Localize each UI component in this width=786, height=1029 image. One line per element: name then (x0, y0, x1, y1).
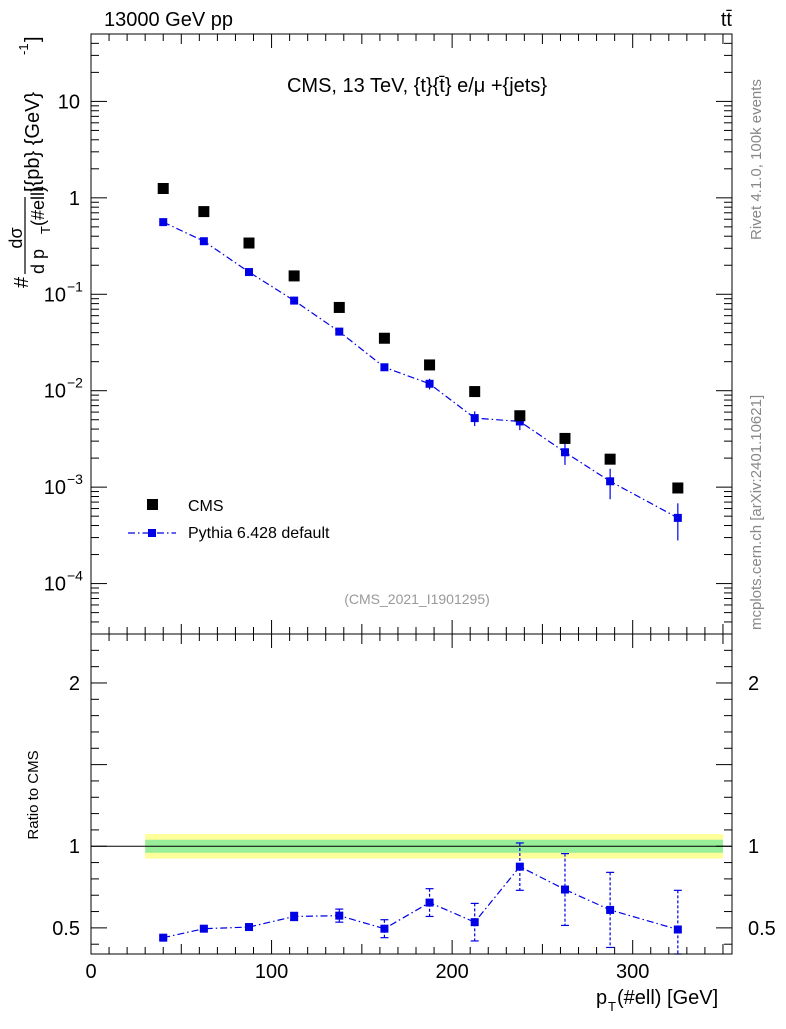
ylabel-den-tail: (#ell) (28, 186, 48, 226)
xlabel-tail: (#ell) [GeV] (617, 987, 718, 1009)
ratio-axis-ticks (90, 634, 732, 954)
x-tick-labels: 0 100 200 300 (85, 961, 649, 983)
legend-pythia-marker (148, 529, 156, 537)
rivet-label: Rivet 4.1.0, 100k events (748, 79, 765, 240)
cms-point (378, 332, 390, 344)
analysis-id: (CMS_2021_I1901295) (344, 591, 490, 607)
pythia-point (380, 363, 389, 372)
ratio-point (159, 933, 168, 942)
main-y-tick-label: 10 (44, 574, 66, 596)
legend-cms-label: CMS (188, 498, 224, 515)
header-right: tt̄ (721, 9, 733, 31)
ratio-point (470, 918, 479, 927)
pythia-point (606, 477, 615, 486)
cms-point (288, 270, 300, 282)
legend-pythia-label: Pythia 6.428 default (188, 525, 330, 542)
ratio-y-tick-label: 0.5 (52, 918, 80, 940)
pythia-point (159, 218, 168, 227)
legend: CMS Pythia 6.428 default (128, 498, 330, 542)
ylabel-den: d p (28, 249, 48, 274)
header-left: 13000 GeV pp (104, 9, 233, 31)
ratio-point (199, 924, 208, 933)
ratio-point (425, 898, 434, 907)
ratio-y-tick-labels: 0.5 0.5 1 1 2 2 (52, 673, 776, 940)
ratio-y-tick-label-right: 1 (748, 836, 759, 858)
cms-point (469, 386, 481, 398)
pythia-point (673, 513, 682, 522)
ratio-point (335, 911, 344, 920)
main-y-tick-exponent: −4 (67, 568, 83, 584)
main-y-axis-label: # dσ d p T (#ell) [{pb} {GeV} -1 ] (6, 36, 53, 288)
x-axis-label: p T (#ell) [GeV] (596, 987, 718, 1014)
main-y-tick-exponent: −3 (67, 471, 83, 487)
xlabel-sub: T (608, 999, 616, 1014)
ratio-line (163, 865, 678, 939)
x-tick-label: 0 (85, 961, 96, 983)
ylabel-unit-sup: -1 (16, 43, 31, 55)
x-tick-label: 200 (435, 961, 468, 983)
main-y-tick-label: 1 (69, 188, 80, 210)
pythia-point (244, 268, 253, 277)
ratio-y-tick-label-right: 2 (748, 673, 759, 695)
ratio-y-tick-label-right: 0.5 (748, 918, 776, 940)
cms-point (333, 301, 345, 313)
x-tick-label: 100 (255, 961, 288, 983)
ratio-point (380, 924, 389, 933)
ylabel-den-sub: T (38, 226, 53, 234)
cms-point (243, 237, 255, 249)
ratio-point (290, 912, 299, 921)
cms-point (514, 410, 526, 422)
ylabel-hash: # (11, 276, 33, 288)
ratio-point (244, 923, 253, 932)
main-y-tick-label: 10 (58, 91, 80, 113)
pythia-line (162, 221, 679, 519)
pythia-point (515, 417, 524, 426)
main-y-tick-label: 10 (44, 284, 66, 306)
legend-cms-marker (147, 499, 158, 510)
ylabel-unit: [{pb} {GeV} (22, 92, 44, 192)
cms-point (198, 206, 210, 218)
ratio-y-tick-label: 1 (69, 836, 80, 858)
main-frame (90, 33, 733, 635)
main-y-tick-label: 10 (44, 477, 66, 499)
ratio-point (673, 925, 682, 934)
cms-point (672, 482, 684, 494)
ratio-point (515, 862, 524, 871)
x-tick-label: 300 (616, 961, 649, 983)
cms-point (424, 359, 436, 371)
ylabel-unit-close: ] (22, 36, 44, 42)
ratio-y-axis-label: Ratio to CMS (25, 750, 42, 839)
main-y-tick-label: 10 (44, 381, 66, 403)
ratio-point (560, 885, 569, 894)
cms-point (157, 182, 169, 194)
cms-point (559, 432, 571, 444)
ratio-y-tick-label: 2 (69, 673, 80, 695)
pythia-point (335, 327, 344, 336)
ylabel-num: dσ (6, 227, 26, 248)
pythia-point (199, 237, 208, 246)
mcplots-label: mcplots.cern.ch [arXiv:2401.10621] (748, 395, 765, 630)
main-y-tick-exponent: −2 (67, 375, 83, 391)
pythia-point (290, 296, 299, 305)
pythia-point (425, 379, 434, 388)
ratio-panel: 0.5 0.5 1 1 2 2 Ratio to CMS (25, 633, 776, 955)
ratio-series (159, 842, 682, 955)
pythia-point (560, 448, 569, 457)
cms-point (604, 453, 616, 465)
main-y-tick-exponent: −1 (67, 278, 83, 294)
main-axis-ticks (90, 33, 732, 635)
ratio-frame (90, 633, 733, 955)
cms-series (157, 182, 684, 494)
plot-title: CMS, 13 TeV, {t}{t̄} e/μ +{jets} (287, 75, 547, 97)
pythia-series (159, 218, 682, 541)
ratio-point (606, 905, 615, 914)
xlabel-main: p (596, 987, 607, 1009)
pythia-point (470, 414, 479, 423)
